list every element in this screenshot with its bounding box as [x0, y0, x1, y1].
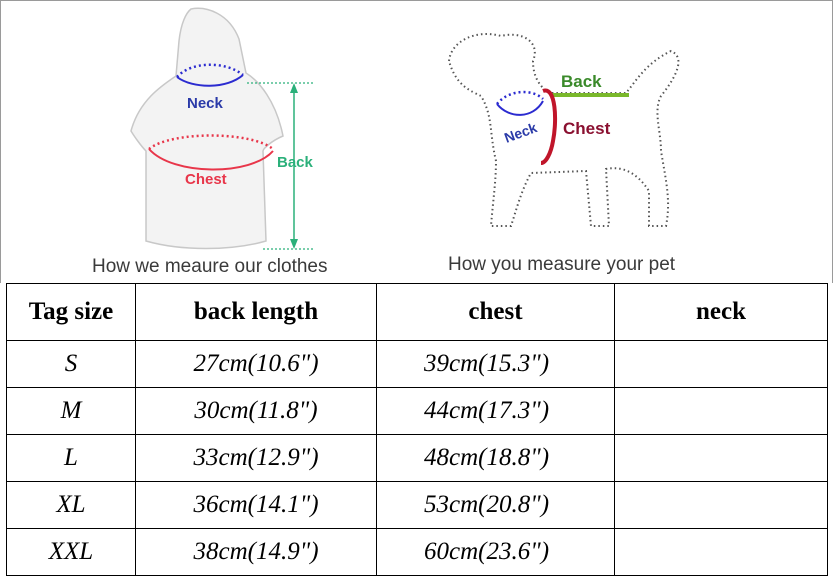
cell-neck	[614, 434, 828, 482]
header-chest: chest	[376, 283, 615, 341]
cell-tag-size: XL	[6, 481, 136, 529]
cell-back-length: 27cm(10.6")	[135, 340, 377, 388]
table-header-row: Tag size back length chest neck	[6, 283, 828, 341]
cell-tag-size: XXL	[6, 528, 136, 576]
header-neck: neck	[614, 283, 828, 341]
dog-diagram: Neck Back Chest	[447, 33, 680, 227]
garment-neck-solid	[176, 74, 244, 87]
pet-measure-caption: How you measure your pet	[448, 254, 676, 275]
cell-back-length: 36cm(14.1")	[135, 481, 377, 529]
table-row: L 33cm(12.9") 48cm(18.8")	[6, 434, 828, 482]
size-chart-table: Tag size back length chest neck S 27cm(1…	[6, 283, 828, 576]
cell-neck	[614, 528, 828, 576]
table-row: M 30cm(11.8") 44cm(17.3")	[6, 387, 828, 435]
garment-chest-line	[148, 134, 274, 151]
cell-neck	[614, 340, 828, 388]
dog-back-label: Back	[561, 72, 602, 91]
header-tag-size: Tag size	[6, 283, 136, 341]
header-back-length: back length	[135, 283, 377, 341]
cell-neck	[614, 387, 828, 435]
dog-neck-line	[496, 90, 544, 105]
dog-neck-label: Neck	[502, 119, 539, 146]
cell-chest: 60cm(23.6")	[376, 528, 615, 576]
dog-outline	[447, 33, 680, 227]
table-row: XXL 38cm(14.9") 60cm(23.6")	[6, 528, 828, 576]
dog-chest-line	[540, 88, 558, 165]
garment-back-arrow-head-top	[290, 83, 298, 93]
dog-neck-solid	[496, 100, 544, 116]
measurement-illustration: Neck Chest Back Neck Back Chest How we m…	[0, 0, 833, 283]
table-row: S 27cm(10.6") 39cm(15.3")	[6, 340, 828, 388]
garment-diagram: Neck Chest Back	[130, 7, 314, 250]
cell-chest: 53cm(20.8")	[376, 481, 615, 529]
cell-neck	[614, 481, 828, 529]
garment-back-label: Back	[277, 154, 314, 171]
cell-chest: 44cm(17.3")	[376, 387, 615, 435]
cell-chest: 48cm(18.8")	[376, 434, 615, 482]
table-row: XL 36cm(14.1") 53cm(20.8")	[6, 481, 828, 529]
cell-back-length: 30cm(11.8")	[135, 387, 377, 435]
garment-chest-label: Chest	[185, 171, 227, 188]
garment-back-arrow-head-bottom	[290, 239, 298, 249]
cell-tag-size: M	[6, 387, 136, 435]
garment-chest-solid	[148, 148, 274, 171]
cell-chest: 39cm(15.3")	[376, 340, 615, 388]
dog-chest-label: Chest	[563, 119, 611, 138]
garment-neck-label: Neck	[187, 95, 224, 112]
cell-back-length: 33cm(12.9")	[135, 434, 377, 482]
cell-back-length: 38cm(14.9")	[135, 528, 377, 576]
garment-neck-line	[176, 63, 244, 78]
cell-tag-size: S	[6, 340, 136, 388]
cell-tag-size: L	[6, 434, 136, 482]
garment-outline	[130, 7, 284, 250]
clothes-measure-caption: How we meaure our clothes	[92, 256, 328, 277]
